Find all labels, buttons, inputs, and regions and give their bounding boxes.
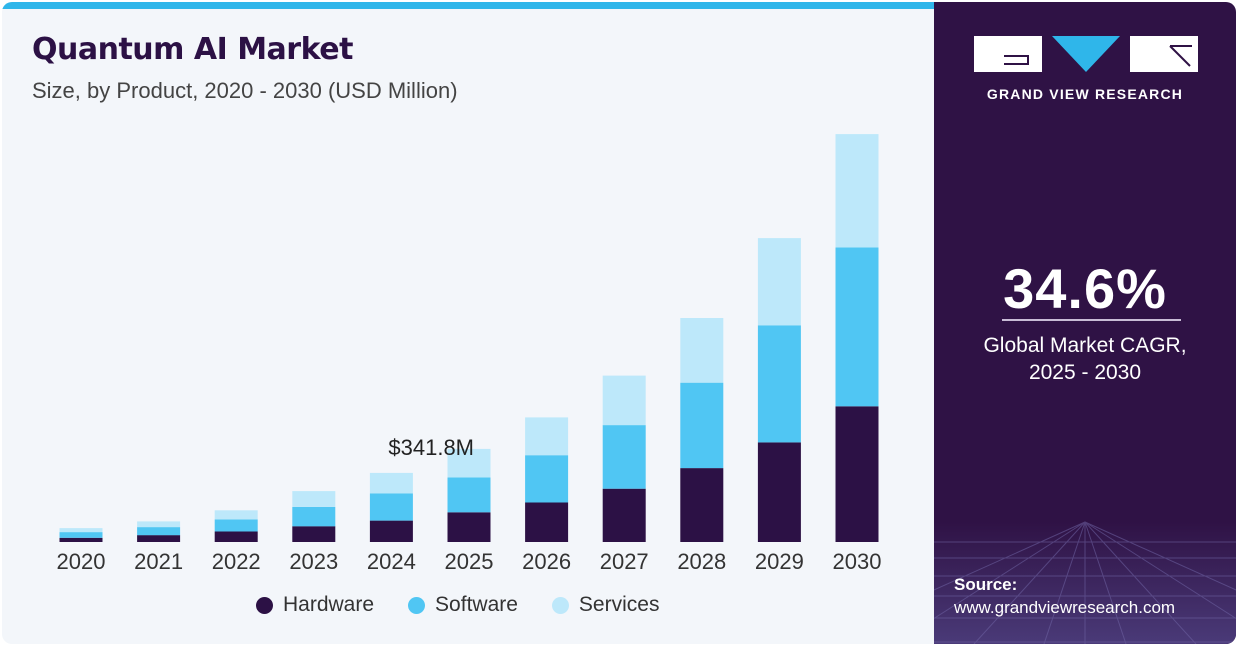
legend-label-hardware: Hardware: [283, 593, 375, 616]
x-tick-label-2025: 2025: [445, 549, 494, 574]
bar-services-2030: [835, 134, 879, 248]
x-tick-label-2030: 2030: [833, 549, 882, 574]
bar-software-2027: [602, 425, 646, 489]
bar-hardware-2029: [757, 442, 801, 542]
sidebar-grid-decoration: [934, 521, 1236, 644]
sidebar-panel: GRAND VIEW RESEARCH 34.6% Global Market …: [934, 2, 1236, 644]
bar-software-2022: [214, 519, 258, 532]
x-tick-label-2023: 2023: [289, 549, 338, 574]
cagr-value: 34.6%: [1003, 257, 1167, 320]
cagr-divider: [1002, 319, 1181, 321]
bar-software-2030: [835, 247, 879, 407]
bar-hardware-2024: [369, 520, 413, 542]
x-tick-label-2020: 2020: [57, 549, 106, 574]
x-tick-label-2026: 2026: [522, 549, 571, 574]
x-tick-label-2021: 2021: [134, 549, 183, 574]
legend-swatch-services: [551, 596, 569, 614]
grand-view-research-logo: [974, 36, 1198, 72]
legend-item-software: Software: [408, 593, 518, 617]
bar-hardware-2027: [602, 488, 646, 542]
bar-services-2025: [447, 448, 491, 478]
cagr-label: Global Market CAGR, 2025 - 2030: [934, 332, 1236, 386]
legend-label-services: Services: [578, 593, 660, 616]
bar-services-2029: [757, 238, 801, 326]
bar-hardware-2020: [59, 537, 103, 542]
stacked-bar-chart: 2020 2021 2022 2023 2024 2025 2026 2027 2028 2029…: [57, 134, 882, 574]
chart-subtitle: Size, by Product, 2020 - 2030 (USD Milli…: [32, 78, 458, 103]
bar-software-2028: [680, 382, 724, 469]
legend-swatch-software: [408, 596, 426, 614]
bar-software-2024: [369, 493, 413, 521]
accent-top-bar: [2, 2, 934, 9]
x-tick-label-2028: 2028: [677, 549, 726, 574]
bar-services-2023: [292, 491, 336, 507]
chart-title: Quantum AI Market: [32, 32, 353, 67]
source-link[interactable]: www.grandviewresearch.com: [954, 598, 1176, 617]
x-tick-label-2029: 2029: [755, 549, 804, 574]
bar-services-2021: [137, 521, 181, 528]
cagr-label-line-2: 2025 - 2030: [1028, 361, 1142, 384]
bar-services-2020: [59, 528, 103, 533]
legend-label-software: Software: [435, 593, 518, 616]
bar-hardware-2028: [680, 468, 724, 542]
x-tick-label-2024: 2024: [367, 549, 416, 574]
bar-software-2020: [59, 532, 103, 538]
bar-software-2026: [525, 455, 569, 503]
legend-swatch-hardware: [256, 596, 273, 614]
bar-services-2026: [525, 417, 569, 456]
cagr-label-line-1: Global Market CAGR,: [983, 334, 1187, 357]
chart-legend: Hardware Software Services: [256, 593, 659, 617]
bar-hardware-2021: [137, 535, 181, 542]
bar-software-2023: [292, 506, 336, 527]
bar-hardware-2026: [525, 502, 569, 542]
bar-software-2021: [137, 527, 181, 536]
bar-services-2027: [602, 375, 646, 426]
bar-services-2028: [680, 318, 724, 383]
bar-services-2024: [369, 472, 413, 494]
brand-name: GRAND VIEW RESEARCH: [986, 86, 1184, 102]
source-label: Source:: [954, 575, 1018, 594]
legend-item-services: Services: [551, 593, 660, 617]
bar-services-2022: [214, 510, 258, 520]
bar-software-2025: [447, 477, 491, 513]
data-label-2024: $341.8M: [388, 435, 474, 460]
legend-item-hardware: Hardware: [256, 593, 374, 617]
bar-hardware-2022: [214, 531, 258, 542]
bar-hardware-2023: [292, 526, 336, 542]
x-tick-label-2027: 2027: [600, 549, 649, 574]
bar-software-2029: [757, 325, 801, 443]
bar-hardware-2025: [447, 512, 491, 542]
bar-hardware-2030: [835, 406, 879, 542]
x-tick-label-2022: 2022: [212, 549, 261, 574]
